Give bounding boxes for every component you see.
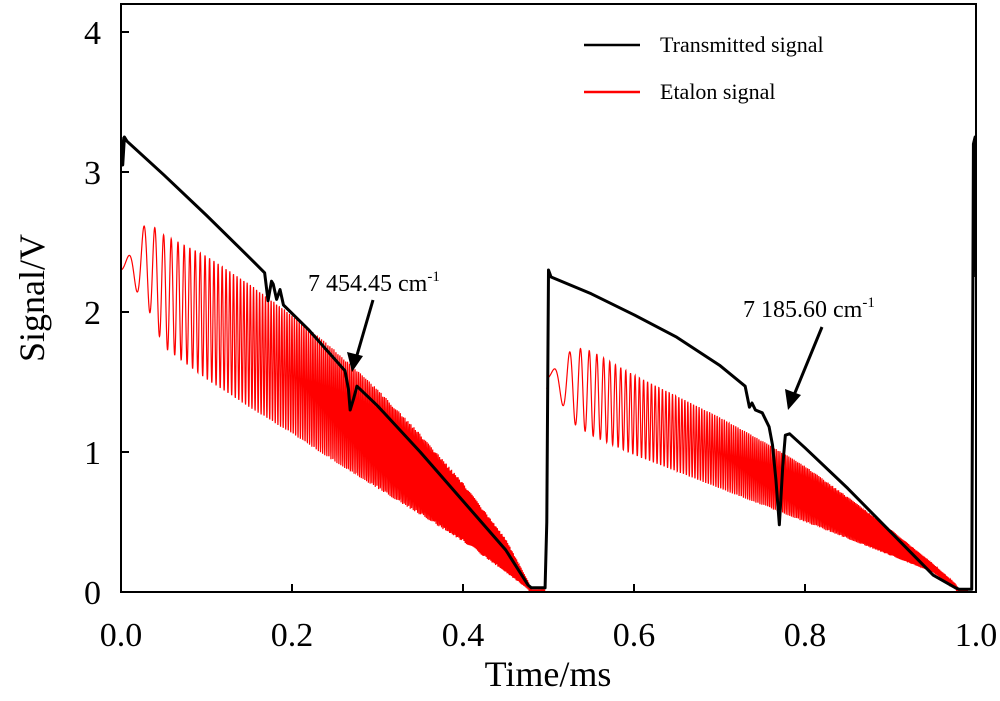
y-tick-label: 4: [84, 15, 101, 52]
annotation-arrow-2: [790, 326, 824, 401]
x-tick-label: 0.4: [442, 617, 485, 654]
etalon-signal-series: [121, 225, 969, 592]
plot-frame: [120, 3, 977, 593]
x-tick-label: 0.6: [613, 617, 656, 654]
y-tick-label: 3: [84, 155, 101, 192]
y-tick-label: 2: [84, 295, 101, 332]
x-axis-title: Time/ms: [485, 654, 612, 694]
annotation-arrow-1: [353, 299, 375, 363]
transmitted-signal-series: [121, 135, 976, 591]
legend-label-transmitted: Transmitted signal: [660, 32, 824, 57]
etalon-signal-line: [546, 347, 969, 592]
annotation-arrowhead-1: [347, 352, 363, 372]
y-axis: 0 1 2 3 4: [84, 15, 129, 612]
x-axis: 0.0 0.2 0.4 0.6 0.8 1.0: [100, 584, 998, 654]
legend: Transmitted signal Etalon signal: [584, 32, 824, 104]
annotations: 7 454.45 cm-1 7 185.60 cm-1: [308, 269, 875, 410]
transmitted-signal-line: [121, 135, 976, 591]
x-tick-label: 0.2: [271, 617, 314, 654]
x-tick-label: 0.0: [100, 617, 143, 654]
x-tick-label: 0.8: [784, 617, 827, 654]
x-tick-label: 1.0: [955, 617, 998, 654]
annotation-label-1: 7 454.45 cm-1: [308, 269, 440, 297]
etalon-signal-line: [121, 225, 546, 592]
y-axis-title: Signal/V: [12, 234, 52, 362]
y-tick-label: 0: [84, 575, 101, 612]
annotation-arrowhead-2: [785, 389, 801, 410]
annotation-label-2: 7 185.60 cm-1: [743, 295, 875, 323]
y-tick-label: 1: [84, 435, 101, 472]
legend-label-etalon: Etalon signal: [660, 79, 775, 104]
